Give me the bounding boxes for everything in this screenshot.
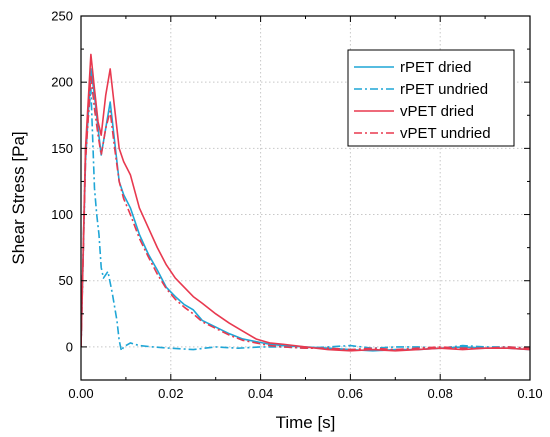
x-tick-label: 0.08 — [428, 386, 453, 401]
y-tick-label: 50 — [59, 273, 73, 288]
legend-label: rPET undried — [400, 81, 488, 98]
y-tick-label: 200 — [51, 75, 73, 90]
y-tick-label: 150 — [51, 141, 73, 156]
legend-box — [347, 49, 515, 147]
axis-ticks: 0.00 0.02 0.04 0.06 0.08 0.10 0 50 100 150 200 250 — [51, 9, 542, 402]
x-tick-label: 0.04 — [248, 386, 273, 401]
x-tick-label: 0.00 — [68, 386, 93, 401]
legend: rPET dried rPET undried vPET dried vPET und… — [347, 49, 515, 147]
series-line-rpet-dried — [81, 68, 530, 352]
legend-label: rPET dried — [400, 59, 471, 76]
x-tick-label: 0.06 — [338, 386, 363, 401]
x-tick-label: 0.02 — [158, 386, 183, 401]
y-tick-label: 0 — [66, 339, 73, 354]
y-tick-label: 100 — [51, 207, 73, 222]
y-tick-label: 250 — [51, 9, 73, 24]
x-axis-title: Time [s] — [276, 413, 336, 432]
series-line-vpet-dried — [81, 53, 530, 352]
series-line-rpet-undried — [81, 88, 530, 352]
plot-area — [81, 53, 530, 352]
legend-label: vPET dried — [400, 103, 474, 120]
legend-label: vPET undried — [400, 125, 491, 142]
y-axis-title: Shear Stress [Pa] — [9, 131, 28, 264]
x-tick-label: 0.10 — [517, 386, 542, 401]
